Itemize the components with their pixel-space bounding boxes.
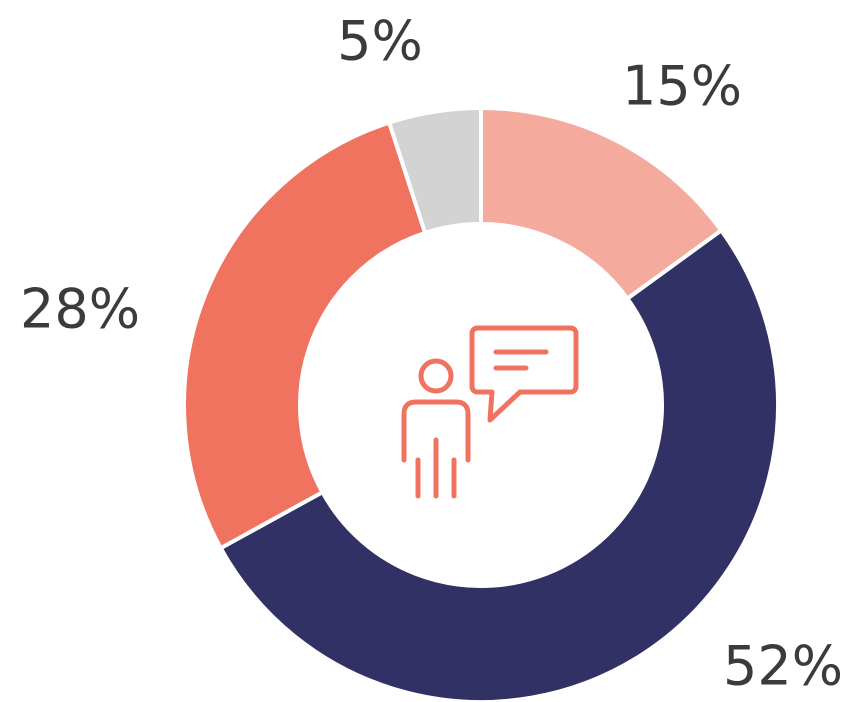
- value-label: 15%: [622, 55, 742, 118]
- slice: [182, 120, 428, 551]
- donut: [182, 105, 780, 702]
- value-label: 28%: [20, 278, 140, 341]
- value-label: 52%: [723, 635, 843, 698]
- slice: [386, 105, 483, 236]
- value-label: 5%: [337, 10, 423, 73]
- center-icon: [401, 325, 579, 499]
- slice: [218, 227, 780, 702]
